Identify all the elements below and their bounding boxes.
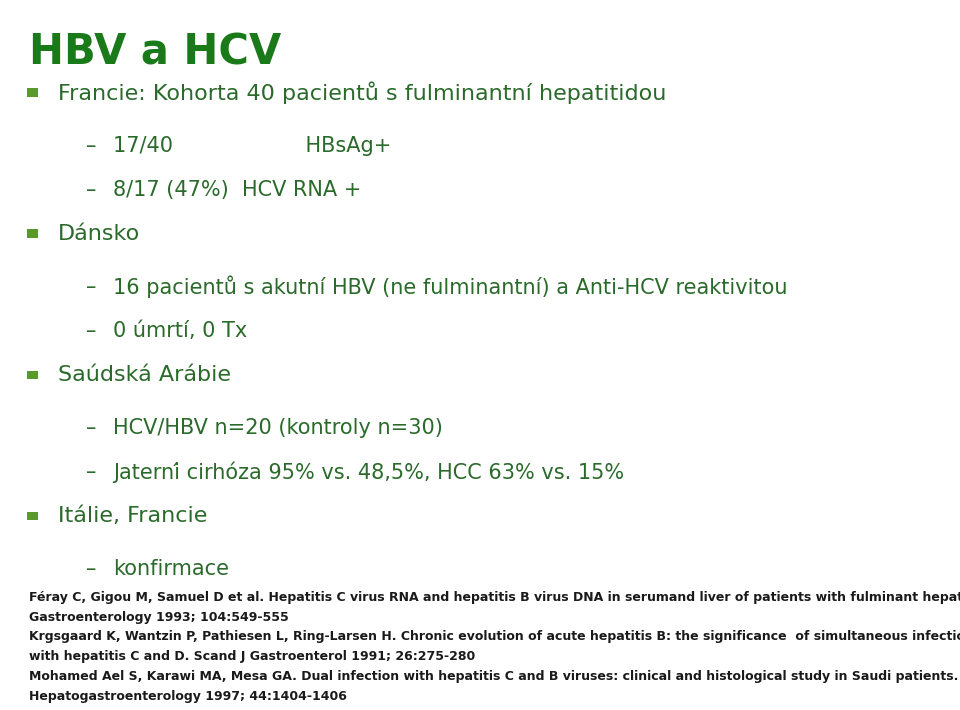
Text: Itálie, Francie: Itálie, Francie bbox=[58, 506, 207, 526]
Bar bbox=[27, 88, 38, 97]
Bar bbox=[27, 229, 38, 238]
Text: 17/40                    HBsAg+: 17/40 HBsAg+ bbox=[113, 136, 392, 155]
Text: HBV a HCV: HBV a HCV bbox=[29, 32, 281, 74]
Text: Féray C, Gigou M, Samuel D et al. Hepatitis C virus RNA and hepatitis B virus DN: Féray C, Gigou M, Samuel D et al. Hepati… bbox=[29, 591, 960, 604]
Text: Hepatogastroenterology 1997; 44:1404-1406: Hepatogastroenterology 1997; 44:1404-140… bbox=[29, 690, 347, 703]
Text: –: – bbox=[86, 321, 96, 341]
Bar bbox=[27, 371, 38, 379]
Text: konfirmace: konfirmace bbox=[113, 559, 229, 579]
Text: Mohamed Ael S, Karawi MA, Mesa GA. Dual infection with hepatitis C and B viruses: Mohamed Ael S, Karawi MA, Mesa GA. Dual … bbox=[29, 670, 958, 683]
Bar bbox=[27, 512, 38, 520]
Text: 16 pacientů s akutní HBV (ne fulminantní) a Anti-HCV reaktivitou: 16 pacientů s akutní HBV (ne fulminantní… bbox=[113, 275, 788, 298]
Text: –: – bbox=[86, 462, 96, 482]
Text: Dánsko: Dánsko bbox=[58, 224, 140, 244]
Text: –: – bbox=[86, 277, 96, 297]
Text: 8/17 (47%)  HCV RNA +: 8/17 (47%) HCV RNA + bbox=[113, 180, 362, 200]
Text: HCV/HBV n=20 (kontroly n=30): HCV/HBV n=20 (kontroly n=30) bbox=[113, 418, 444, 438]
Text: –: – bbox=[86, 180, 96, 200]
Text: –: – bbox=[86, 559, 96, 579]
Text: Saúdská Arábie: Saúdská Arábie bbox=[58, 365, 230, 385]
Text: with hepatitis C and D. Scand J Gastroenterol 1991; 26:275-280: with hepatitis C and D. Scand J Gastroen… bbox=[29, 650, 475, 663]
Text: Francie: Kohorta 40 pacientů s fulminantní hepatitidou: Francie: Kohorta 40 pacientů s fulminant… bbox=[58, 81, 666, 104]
Text: Jaterní cirhóza 95% vs. 48,5%, HCC 63% vs. 15%: Jaterní cirhóza 95% vs. 48,5%, HCC 63% … bbox=[113, 462, 624, 483]
Text: –: – bbox=[86, 136, 96, 155]
Text: 0 úmrtí, 0 Tx: 0 úmrtí, 0 Tx bbox=[113, 321, 248, 341]
Text: –: – bbox=[86, 418, 96, 438]
Text: Krgsgaard K, Wantzin P, Pathiesen L, Ring-Larsen H. Chronic evolution of acute h: Krgsgaard K, Wantzin P, Pathiesen L, Rin… bbox=[29, 630, 960, 643]
Text: Gastroenterology 1993; 104:549-555: Gastroenterology 1993; 104:549-555 bbox=[29, 611, 289, 623]
